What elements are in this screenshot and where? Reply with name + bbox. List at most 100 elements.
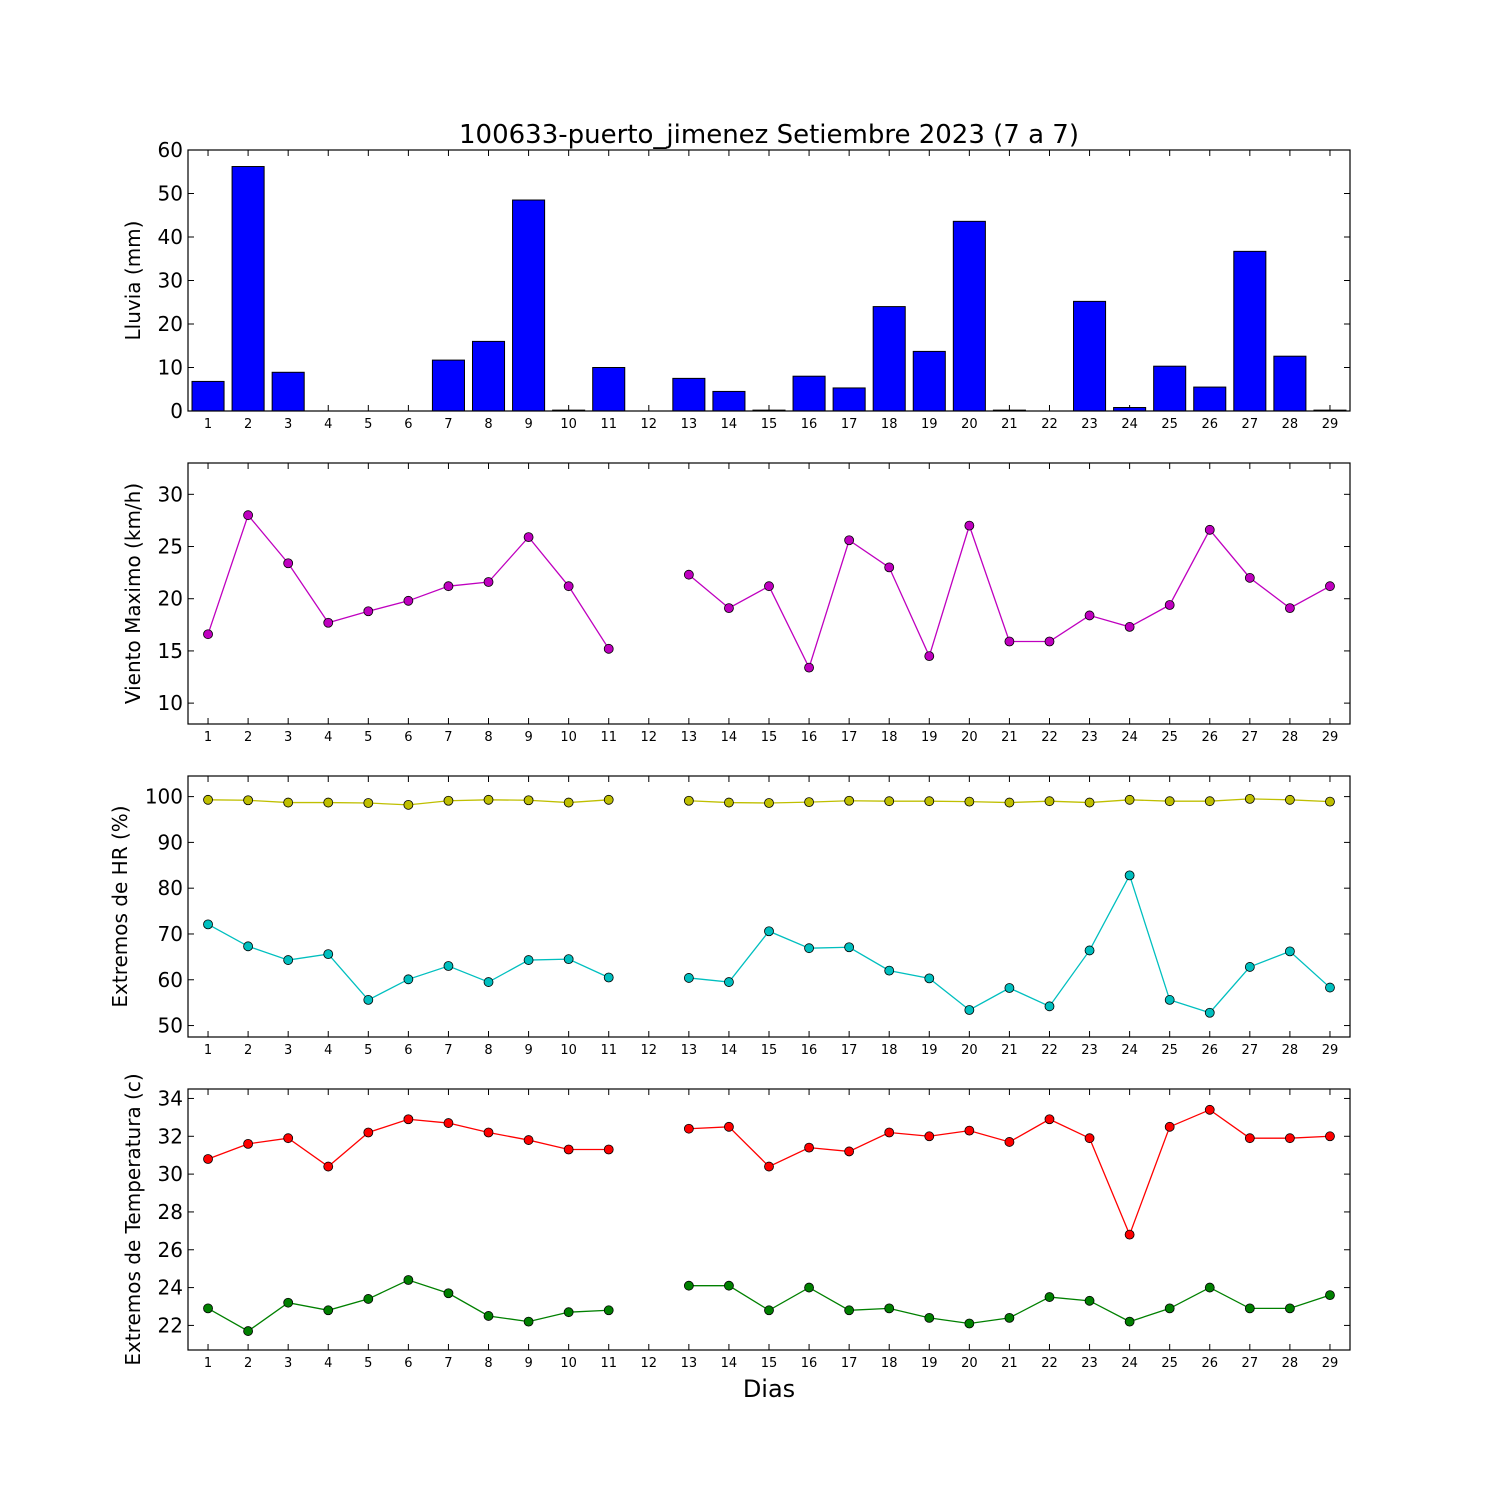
x-tick-label: 10: [560, 1043, 577, 1058]
data-point: [724, 1121, 734, 1132]
y-tick-label: 30: [158, 482, 183, 506]
bar: [512, 199, 546, 412]
data-point: [563, 1307, 574, 1318]
y-axis-label: Viento Maximo (km/h): [121, 483, 145, 704]
x-tick-label: 6: [404, 730, 412, 745]
x-tick-label: 2: [244, 417, 252, 432]
data-point: [1004, 797, 1015, 808]
data-point: [804, 1282, 814, 1293]
data-point: [1204, 1282, 1215, 1293]
data-point: [683, 1123, 694, 1134]
data-point: [323, 797, 334, 808]
data-point: [403, 1114, 414, 1125]
series-line-2: [207, 1279, 609, 1332]
x-tick-label: 10: [560, 730, 577, 745]
x-tick-label: 20: [961, 1356, 978, 1371]
y-tick-label: 20: [158, 587, 183, 611]
data-point: [203, 629, 213, 640]
x-tick-label: 24: [1121, 1356, 1138, 1371]
data-point: [243, 941, 254, 952]
data-point: [363, 798, 374, 808]
data-point: [1164, 796, 1175, 807]
x-tick-label: 21: [1001, 1043, 1018, 1058]
y-tick-label: 15: [158, 639, 183, 663]
data-point: [403, 974, 414, 985]
data-point: [483, 794, 494, 805]
x-tick-label: 2: [244, 1043, 252, 1058]
data-point: [1124, 870, 1135, 881]
data-point: [1084, 1295, 1095, 1306]
data-point: [1204, 1007, 1215, 1018]
data-point: [603, 972, 614, 983]
y-tick-label: 28: [158, 1200, 183, 1224]
data-point: [1044, 1114, 1055, 1125]
y-tick-label: 26: [158, 1238, 183, 1262]
data-point: [1004, 1137, 1015, 1147]
series-line-1: [207, 1118, 609, 1168]
x-tick-label: 24: [1121, 417, 1138, 432]
data-point: [403, 1275, 414, 1285]
data-point: [1164, 1303, 1175, 1314]
data-point: [1284, 1133, 1295, 1144]
x-tick-label: 17: [841, 1043, 858, 1058]
x-tick-label: 7: [444, 1043, 452, 1058]
data-point: [603, 794, 614, 805]
x-tick-label: 21: [1001, 730, 1018, 745]
y-axis-label: Extremos de HR (%): [108, 805, 132, 1007]
data-point: [483, 1311, 494, 1321]
x-tick-label: 4: [324, 1043, 332, 1058]
x-tick-label: 27: [1242, 417, 1259, 432]
data-point: [483, 1127, 494, 1138]
data-point: [563, 954, 574, 965]
data-point: [1164, 1121, 1175, 1132]
x-tick-label: 22: [1041, 730, 1058, 745]
x-tick-label: 12: [641, 1356, 658, 1371]
x-tick-label: 6: [404, 1356, 412, 1371]
data-point: [363, 1294, 374, 1304]
data-point: [724, 603, 734, 614]
data-point: [1044, 636, 1055, 647]
x-tick-label: 18: [881, 417, 898, 432]
data-point: [764, 926, 774, 937]
data-point: [683, 1280, 694, 1291]
axes-frame: [187, 775, 1351, 1038]
bar: [952, 220, 986, 412]
y-tick-label: 60: [158, 968, 183, 992]
x-tick-label: 19: [921, 417, 938, 432]
x-tick-label: 8: [484, 417, 492, 432]
data-point: [924, 651, 935, 662]
y-tick-label: 60: [158, 138, 183, 162]
data-point: [243, 1138, 254, 1149]
data-point: [1284, 946, 1295, 957]
data-point: [724, 797, 734, 808]
data-point: [924, 1312, 935, 1323]
data-point: [1084, 610, 1095, 621]
bar: [431, 359, 465, 412]
x-tick-label: 19: [921, 1043, 938, 1058]
data-point: [884, 1127, 895, 1138]
data-point: [323, 949, 334, 960]
x-tick-label: 1: [204, 730, 212, 745]
x-tick-label: 6: [404, 417, 412, 432]
y-tick-label: 20: [158, 312, 183, 336]
y-tick-label: 30: [158, 269, 183, 293]
x-tick-label: 26: [1201, 1356, 1218, 1371]
data-point: [1325, 1290, 1335, 1301]
data-point: [563, 1144, 574, 1155]
x-tick-label: 29: [1322, 1356, 1339, 1371]
data-point: [884, 562, 895, 573]
x-tick-label: 24: [1121, 730, 1138, 745]
data-point: [764, 581, 774, 592]
y-tick-label: 34: [158, 1086, 183, 1110]
data-point: [523, 795, 534, 806]
x-tick-label: 7: [444, 730, 452, 745]
x-tick-label: 27: [1242, 1356, 1259, 1371]
data-point: [804, 662, 814, 673]
x-tick-label: 3: [284, 1356, 292, 1371]
data-point: [283, 797, 294, 808]
series-line-1: [207, 513, 610, 650]
x-tick-label: 23: [1081, 1356, 1098, 1371]
data-point: [1164, 600, 1175, 610]
data-point: [283, 1133, 294, 1144]
